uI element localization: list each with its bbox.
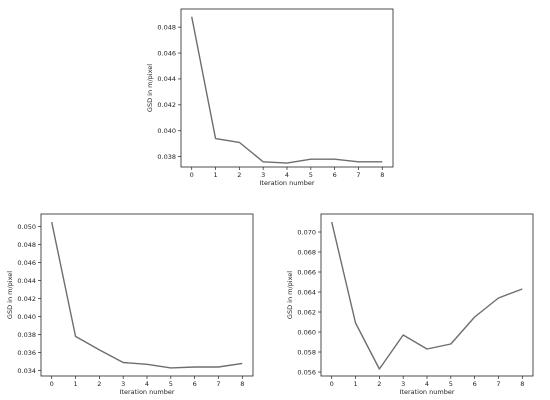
y-tick-label: 0.070 <box>297 228 316 236</box>
x-axis-label: Iteration number <box>119 388 174 396</box>
x-tick-label: 2 <box>237 171 241 179</box>
x-tick-label: 8 <box>240 380 244 388</box>
y-tick-label: 0.040 <box>157 127 176 135</box>
y-tick-label: 0.048 <box>17 241 36 249</box>
y-tick-label: 0.056 <box>297 368 316 376</box>
series-line <box>191 16 383 164</box>
y-tick-label: 0.050 <box>17 223 36 231</box>
plot-frame <box>320 213 534 377</box>
y-tick-label: 0.036 <box>17 349 36 357</box>
y-tick-label: 0.040 <box>17 313 36 321</box>
x-tick-label: 0 <box>190 171 194 179</box>
x-axis-label: Iteration number <box>259 179 314 187</box>
x-tick-label: 8 <box>380 171 384 179</box>
y-tick-label: 0.062 <box>297 308 316 316</box>
series-line <box>331 221 523 370</box>
y-tick-label: 0.058 <box>297 348 316 356</box>
x-tick-label: 4 <box>425 380 429 388</box>
x-tick-label: 7 <box>216 380 220 388</box>
x-tick-label: 7 <box>496 380 500 388</box>
y-tick-label: 0.048 <box>157 23 176 31</box>
x-tick-label: 6 <box>333 171 337 179</box>
y-tick-label: 0.042 <box>157 101 176 109</box>
y-tick-label: 0.044 <box>17 277 36 285</box>
y-tick-label: 0.046 <box>17 259 36 267</box>
y-tick-label: 0.046 <box>157 49 176 57</box>
y-tick-label: 0.044 <box>157 75 176 83</box>
x-tick-label: 5 <box>169 380 173 388</box>
y-tick-label: 0.038 <box>157 153 176 161</box>
plot-frame <box>40 213 254 377</box>
x-tick-label: 1 <box>213 171 217 179</box>
y-axis-label: GSD in m/pixel <box>6 271 14 319</box>
x-tick-label: 4 <box>285 171 289 179</box>
y-tick-label: 0.064 <box>297 288 316 296</box>
series-line <box>51 221 243 369</box>
x-tick-label: 2 <box>97 380 101 388</box>
x-tick-label: 0 <box>50 380 54 388</box>
plot-frame <box>180 8 394 168</box>
x-tick-label: 8 <box>520 380 524 388</box>
y-tick-label: 0.034 <box>17 367 36 375</box>
x-tick-label: 3 <box>121 380 125 388</box>
x-tick-label: 4 <box>145 380 149 388</box>
x-tick-label: 3 <box>261 171 265 179</box>
x-tick-label: 2 <box>377 380 381 388</box>
chart-top: 0 1 2 3 4 5 6 7 8 0.038 0.040 0.042 0.044 0.046 0.048 I… <box>146 8 394 187</box>
x-tick-label: 7 <box>356 171 360 179</box>
x-tick-label: 5 <box>449 380 453 388</box>
y-axis-label: GSD in m/pixel <box>286 271 294 319</box>
y-tick-label: 0.068 <box>297 248 316 256</box>
x-tick-label: 1 <box>353 380 357 388</box>
x-tick-label: 6 <box>193 380 197 388</box>
x-axis-label: Iteration number <box>399 388 454 396</box>
y-tick-label: 0.066 <box>297 268 316 276</box>
x-tick-label: 3 <box>401 380 405 388</box>
y-tick-label: 0.060 <box>297 328 316 336</box>
y-tick-label: 0.042 <box>17 295 36 303</box>
chart-bottom-right: 0 1 2 3 4 5 6 7 8 0.056 0.058 0.060 0.062 0.064 0.066 0… <box>286 213 534 396</box>
x-tick-label: 6 <box>473 380 477 388</box>
x-tick-label: 0 <box>330 380 334 388</box>
y-tick-label: 0.038 <box>17 331 36 339</box>
y-axis-label: GSD in m/pixel <box>146 64 154 112</box>
x-tick-label: 1 <box>73 380 77 388</box>
x-tick-label: 5 <box>309 171 313 179</box>
chart-bottom-left: 0 1 2 3 4 5 6 7 8 0.034 0.036 0.038 0.040 0.042 0.044 0… <box>6 213 254 396</box>
